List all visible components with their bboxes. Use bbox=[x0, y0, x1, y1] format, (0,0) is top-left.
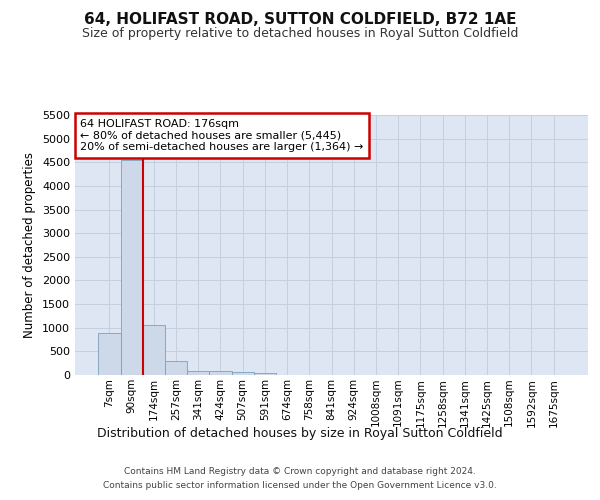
Bar bbox=[232, 372, 254, 375]
Text: Contains public sector information licensed under the Open Government Licence v3: Contains public sector information licen… bbox=[103, 481, 497, 490]
Text: Contains HM Land Registry data © Crown copyright and database right 2024.: Contains HM Land Registry data © Crown c… bbox=[124, 468, 476, 476]
Bar bbox=[98, 334, 121, 375]
Bar bbox=[254, 372, 276, 375]
Text: 64 HOLIFAST ROAD: 176sqm
← 80% of detached houses are smaller (5,445)
20% of sem: 64 HOLIFAST ROAD: 176sqm ← 80% of detach… bbox=[80, 119, 364, 152]
Text: 64, HOLIFAST ROAD, SUTTON COLDFIELD, B72 1AE: 64, HOLIFAST ROAD, SUTTON COLDFIELD, B72… bbox=[84, 12, 516, 28]
Bar bbox=[187, 370, 209, 375]
Text: Distribution of detached houses by size in Royal Sutton Coldfield: Distribution of detached houses by size … bbox=[97, 428, 503, 440]
Bar bbox=[121, 160, 143, 375]
Bar bbox=[143, 325, 165, 375]
Bar bbox=[209, 371, 232, 375]
Text: Size of property relative to detached houses in Royal Sutton Coldfield: Size of property relative to detached ho… bbox=[82, 28, 518, 40]
Y-axis label: Number of detached properties: Number of detached properties bbox=[23, 152, 37, 338]
Bar bbox=[165, 362, 187, 375]
